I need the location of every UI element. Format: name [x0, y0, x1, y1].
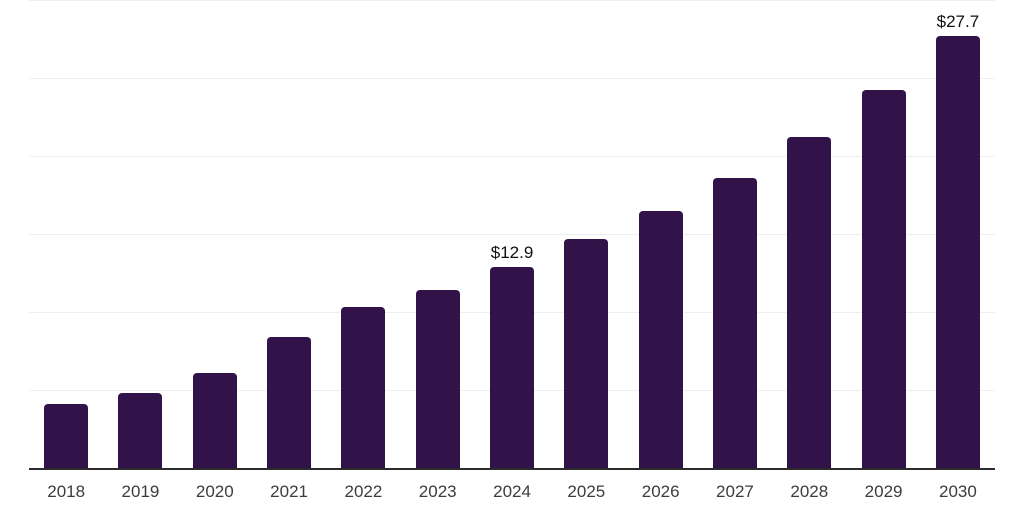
- x-tick-label-2025: 2025: [567, 482, 606, 501]
- band-2027: [698, 0, 772, 468]
- gridline-20: [29, 156, 995, 157]
- bar-2023: [415, 290, 460, 468]
- x-tick-label-2028: 2028: [790, 482, 829, 501]
- bar-2028: [787, 137, 832, 468]
- band-2019: [103, 0, 177, 468]
- bar-2022: [341, 307, 386, 468]
- x-tick-label-2018: 2018: [47, 482, 86, 501]
- band-2025: [549, 0, 623, 468]
- band-2026: [624, 0, 698, 468]
- x-tick-label-2026: 2026: [641, 482, 680, 501]
- bar-value-label-2030: $27.7: [936, 12, 980, 31]
- gridline-15: [29, 234, 995, 235]
- bar-2025: [564, 239, 609, 468]
- bar-2030: [935, 36, 980, 468]
- bar-2024: [490, 267, 535, 468]
- bar-value-label-2024: $12.9: [490, 243, 534, 262]
- band-2021: [252, 0, 326, 468]
- x-axis-line: [29, 468, 995, 470]
- x-axis-labels: 2018 2019 2020 2021 2022 2023 2024 2025 2026 2027…: [29, 482, 995, 502]
- x-tick-label-2023: 2023: [418, 482, 457, 501]
- band-2020: [178, 0, 252, 468]
- x-tick-label-2027: 2027: [716, 482, 754, 501]
- bar-2021: [267, 337, 312, 468]
- bar-2018: [44, 404, 89, 468]
- band-2023: [401, 0, 475, 468]
- gridline-30: [29, 0, 995, 1]
- bar-2020: [192, 373, 237, 468]
- bar-2019: [118, 393, 163, 468]
- bars-row: $12.9 $27.7: [29, 0, 995, 468]
- bar-2026: [638, 211, 683, 468]
- band-2030: $27.7: [921, 0, 995, 468]
- x-tick-label-2030: 2030: [938, 482, 977, 501]
- x-tick-label-2020: 2020: [195, 482, 234, 501]
- gridline-25: [29, 78, 995, 79]
- band-2028: [772, 0, 846, 468]
- x-tick-label-2029: 2029: [864, 482, 903, 501]
- band-2022: [326, 0, 400, 468]
- band-2029: [846, 0, 920, 468]
- bar-2029: [861, 90, 906, 468]
- plot-area: $12.9 $27.7: [29, 0, 995, 468]
- band-2018: [29, 0, 103, 468]
- band-2024: $12.9: [475, 0, 549, 468]
- x-tick-label-2024: 2024: [493, 482, 531, 501]
- x-tick-label-2021: 2021: [270, 482, 308, 501]
- x-tick-label-2019: 2019: [121, 482, 160, 501]
- x-tick-label-2022: 2022: [344, 482, 383, 501]
- bar-2027: [712, 178, 757, 468]
